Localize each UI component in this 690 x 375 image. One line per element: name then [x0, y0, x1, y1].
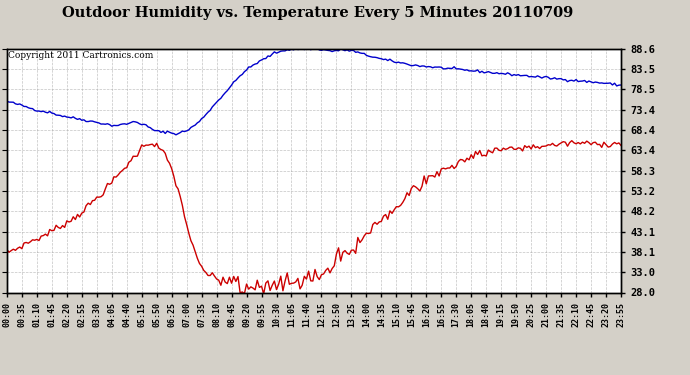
Text: Outdoor Humidity vs. Temperature Every 5 Minutes 20110709: Outdoor Humidity vs. Temperature Every 5…	[62, 6, 573, 20]
Text: Copyright 2011 Cartronics.com: Copyright 2011 Cartronics.com	[8, 51, 153, 60]
